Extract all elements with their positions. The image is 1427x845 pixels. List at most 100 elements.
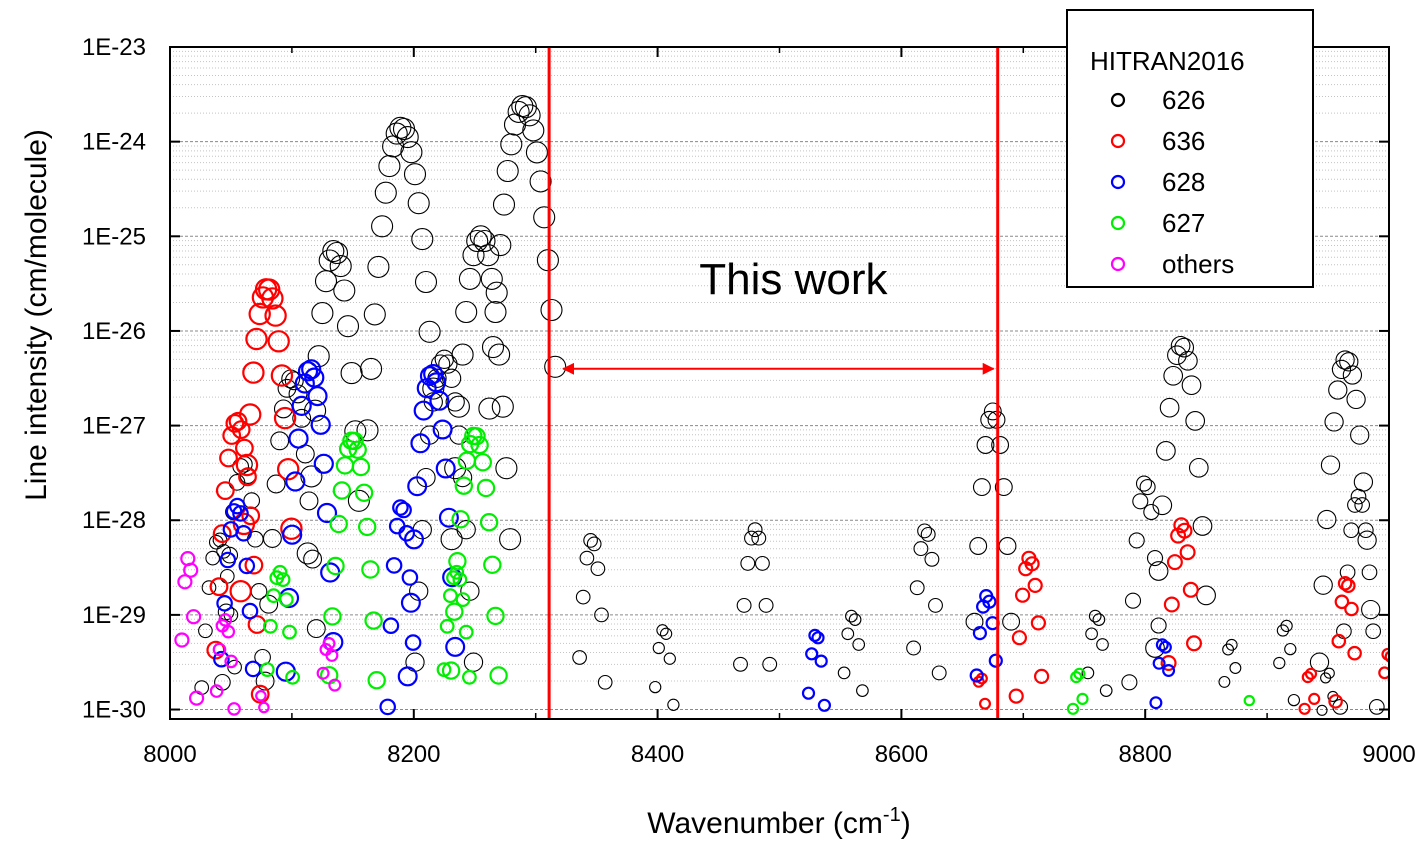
data-point	[250, 684, 270, 704]
data-point	[430, 354, 451, 374]
data-point	[385, 557, 403, 574]
data-point	[219, 568, 235, 584]
legend-marker-others	[1110, 256, 1126, 272]
data-point	[301, 359, 322, 380]
data-point	[856, 684, 869, 697]
data-point	[972, 625, 988, 641]
data-point	[285, 669, 301, 685]
data-point	[213, 650, 230, 668]
data-point	[1378, 666, 1389, 680]
data-point	[988, 653, 1003, 668]
data-point	[529, 170, 552, 193]
data-point	[335, 456, 355, 475]
legend-entries: 626 636 628 627 others	[1110, 85, 1234, 279]
data-point	[1011, 630, 1028, 646]
data-point	[261, 287, 284, 310]
data-point	[1384, 650, 1389, 663]
data-point	[209, 684, 224, 698]
data-point	[808, 628, 822, 643]
data-point	[470, 435, 489, 455]
data-point	[1365, 623, 1382, 640]
data-point	[292, 408, 312, 428]
data-point	[371, 215, 394, 238]
data-point	[395, 501, 412, 519]
legend-box	[1066, 9, 1314, 288]
data-point	[1309, 652, 1330, 672]
data-point	[848, 613, 862, 626]
data-point	[250, 583, 268, 600]
data-point	[288, 384, 308, 404]
data-point	[1357, 530, 1377, 550]
data-point	[1124, 592, 1142, 609]
data-point	[255, 671, 275, 691]
data-point	[462, 669, 477, 685]
data-point	[1092, 613, 1106, 626]
data-point	[473, 453, 492, 472]
data-point	[1320, 455, 1341, 475]
x-tick-label: 8200	[387, 741, 440, 768]
data-point	[329, 514, 348, 534]
data-point	[1196, 585, 1216, 606]
data-point	[423, 364, 444, 385]
data-point	[1353, 472, 1374, 492]
x-tick-label: 8600	[875, 741, 928, 768]
data-point	[364, 611, 383, 630]
data-point	[594, 607, 609, 623]
y-tick-label: 1E-25	[82, 223, 146, 250]
legend-label-636: 636	[1162, 126, 1205, 156]
data-point	[258, 701, 270, 714]
data-point	[396, 126, 419, 149]
data-point	[1357, 522, 1374, 539]
data-point	[575, 589, 591, 605]
data-point	[489, 666, 508, 685]
data-point	[495, 457, 518, 480]
data-point	[414, 270, 438, 294]
data-point	[277, 378, 297, 398]
data-point	[392, 499, 409, 516]
data-point	[811, 631, 825, 645]
data-point	[1192, 516, 1213, 536]
data-point	[931, 665, 947, 681]
data-point	[1324, 412, 1344, 432]
data-point	[445, 392, 465, 412]
data-point	[1347, 645, 1362, 661]
legend-marker-628	[1110, 174, 1126, 190]
data-point	[413, 400, 434, 421]
data-point	[440, 528, 463, 551]
data-point	[238, 467, 257, 487]
data-point	[278, 592, 294, 607]
data-point	[212, 642, 227, 657]
data-point	[454, 476, 473, 495]
data-point	[272, 564, 288, 580]
data-point	[267, 330, 290, 353]
data-point	[401, 569, 419, 586]
data-point	[469, 225, 492, 248]
data-point	[845, 609, 858, 623]
data-point	[291, 395, 312, 416]
data-point	[411, 228, 434, 251]
data-point	[1354, 497, 1371, 513]
data-point	[1149, 696, 1163, 710]
data-point	[1301, 670, 1314, 684]
data-point	[429, 390, 450, 411]
data-point	[473, 229, 496, 253]
annotation-label: This work	[699, 255, 888, 304]
data-point	[491, 395, 514, 418]
data-point	[264, 304, 287, 327]
data-point	[1243, 694, 1256, 707]
data-point	[477, 244, 500, 267]
data-point	[1174, 337, 1195, 358]
data-point	[462, 244, 485, 267]
data-point	[228, 411, 248, 431]
data-point	[285, 471, 306, 492]
data-point	[231, 420, 251, 440]
data-point	[351, 457, 371, 477]
legend-label-others: others	[1162, 249, 1234, 279]
data-point	[663, 652, 676, 665]
data-point	[282, 524, 303, 545]
data-point	[740, 555, 756, 571]
data-point	[540, 298, 563, 322]
data-point	[525, 141, 548, 164]
data-point	[232, 505, 249, 522]
series-627	[259, 426, 1256, 715]
